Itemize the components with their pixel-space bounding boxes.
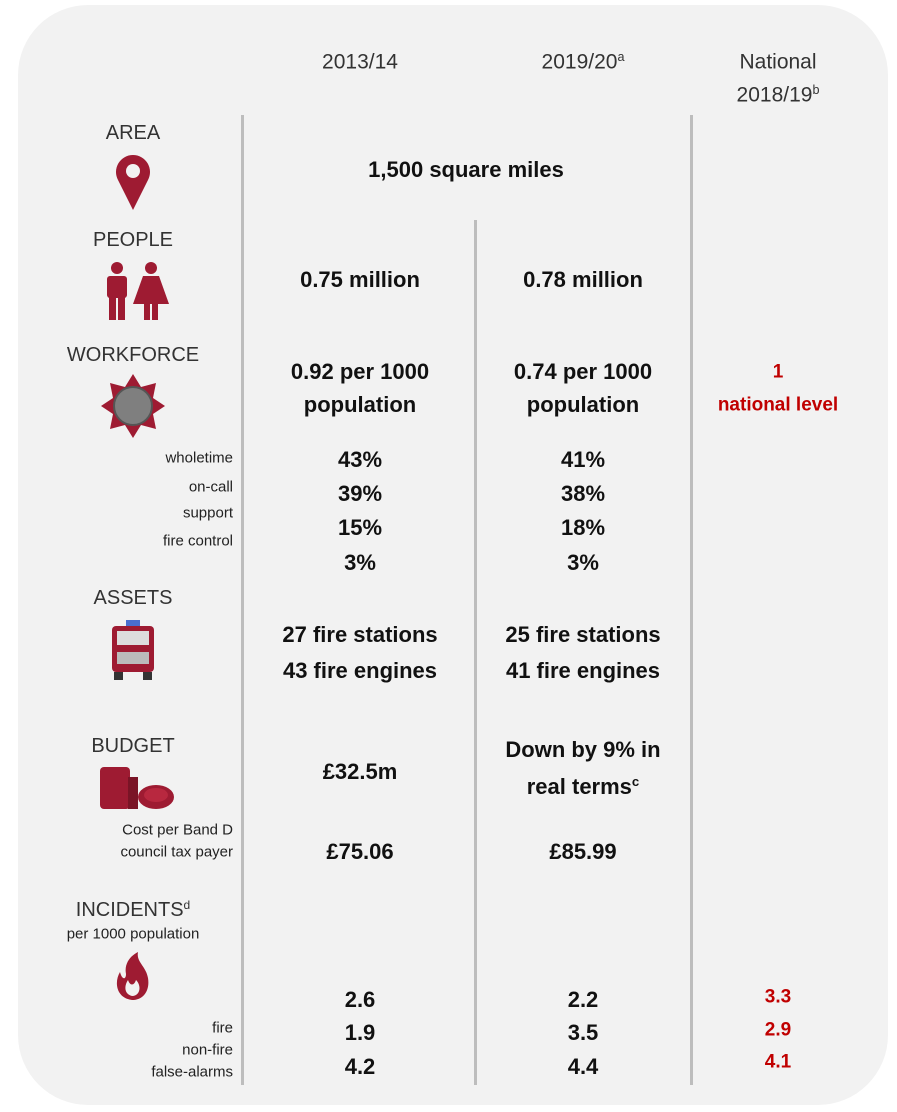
column-header: National	[739, 52, 816, 73]
incident-value: 1.9	[344, 1020, 376, 1045]
row-label: on-call	[188, 478, 233, 496]
row-label: Cost per Band D	[122, 821, 233, 839]
workforce-value: 0.92 per 1000	[290, 359, 430, 384]
workforce-value: 0.74 per 1000	[513, 359, 653, 384]
incident-value: 3.5	[567, 1020, 599, 1045]
column-divider	[474, 220, 477, 1085]
panel	[18, 5, 888, 1105]
assets-value: 43 fire engines	[282, 658, 438, 683]
budget-value: £32.5m	[322, 759, 398, 784]
cost-value: £85.99	[549, 839, 617, 864]
column-divider	[241, 115, 244, 1085]
column-header: 2019/20a	[541, 49, 625, 74]
workforce-share: 43%	[337, 447, 383, 472]
section-label: ASSETS	[93, 587, 173, 609]
workforce-share: 15%	[337, 515, 383, 540]
row-label: false-alarms	[151, 1063, 233, 1081]
workforce-share: 41%	[560, 447, 606, 472]
incident-value: 4.4	[567, 1054, 599, 1079]
cost-value: £75.06	[326, 839, 394, 864]
incident-value: 2.2	[567, 987, 599, 1012]
value-text: real terms	[526, 774, 632, 799]
people-value: 0.75 million	[300, 267, 420, 292]
assets-value: 27 fire stations	[282, 622, 438, 647]
workforce-share: 3%	[567, 550, 599, 575]
incident-value: 2.6	[344, 987, 376, 1012]
national-value: national level	[717, 394, 839, 416]
budget-value: real termsc	[526, 774, 640, 799]
section-label: INCIDENTSd	[75, 897, 191, 921]
section-sublabel: per 1000 population	[66, 925, 200, 943]
label-text: INCIDENTS	[75, 899, 184, 921]
footnote-mark: b	[812, 82, 820, 97]
footnote-mark: d	[183, 897, 191, 912]
column-header: 2013/14	[322, 52, 398, 73]
workforce-share: 18%	[560, 515, 606, 540]
row-label: fire	[212, 1019, 233, 1037]
national-value: 2.9	[764, 1019, 792, 1041]
workforce-share: 39%	[337, 481, 383, 506]
footnote-mark: c	[631, 774, 640, 790]
section-label: AREA	[105, 122, 161, 144]
row-label: council tax payer	[120, 843, 233, 861]
section-label: PEOPLE	[92, 229, 174, 251]
assets-value: 25 fire stations	[505, 622, 661, 647]
column-divider	[690, 115, 693, 1085]
header-text: National	[739, 50, 817, 74]
workforce-share: 38%	[560, 481, 606, 506]
column-header: 2018/19b	[736, 82, 820, 107]
row-label: wholetime	[165, 449, 233, 467]
people-value: 0.78 million	[523, 267, 643, 292]
row-label: support	[182, 504, 233, 522]
workforce-value: population	[526, 392, 640, 417]
flame-icon	[116, 952, 149, 1000]
pin-icon	[116, 155, 150, 210]
section-label: WORKFORCE	[66, 344, 200, 366]
section-label: BUDGET	[91, 735, 175, 757]
row-label: non-fire	[182, 1041, 233, 1059]
national-value: 1	[772, 361, 784, 383]
workforce-icon	[101, 374, 165, 438]
workforce-share: 3%	[344, 550, 376, 575]
national-value: 3.3	[764, 986, 792, 1008]
incident-value: 4.2	[344, 1054, 376, 1079]
header-text: 2018/19	[736, 83, 813, 107]
workforce-value: population	[303, 392, 417, 417]
national-value: 4.1	[764, 1051, 792, 1073]
assets-value: 41 fire engines	[505, 658, 661, 683]
row-label: fire control	[162, 532, 233, 550]
budget-value: Down by 9% in	[505, 737, 661, 762]
header-text: 2019/20	[541, 50, 618, 74]
fire-engine-icon	[112, 620, 154, 680]
people-icon	[107, 262, 169, 320]
coins-icon	[100, 767, 174, 809]
header-text: 2013/14	[322, 50, 398, 74]
footnote-mark: a	[617, 49, 625, 64]
area-value: 1,500 square miles	[368, 157, 564, 182]
